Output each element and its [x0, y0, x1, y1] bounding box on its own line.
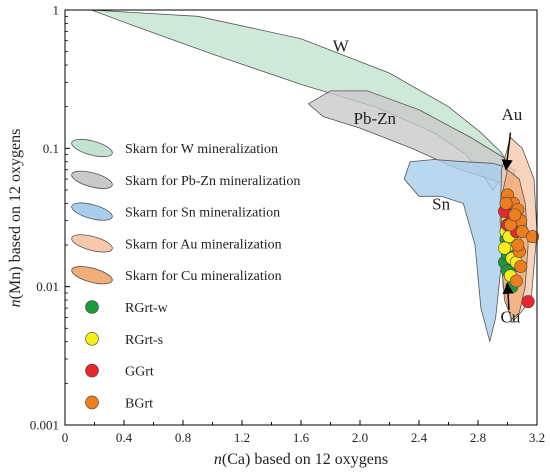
arrow-au — [501, 132, 513, 171]
arrow-cu — [502, 282, 514, 310]
axes-layer: 0 0.4 0.8 1.2 1.6 2.0 2.4 2.8 3.2 1 0.1 0.01 0.001 — [30, 3, 545, 446]
x-axis-title-rest: (Ca) based on 12 oxygens — [222, 451, 388, 468]
region-label-cu: Cu — [501, 308, 521, 327]
region-label-sn: Sn — [432, 195, 450, 214]
x-tick-label-2: 0.8 — [175, 430, 191, 445]
x-tick-label-1: 0.4 — [116, 430, 133, 445]
x-axis-title: n(Ca) based on 12 oxygens — [214, 451, 388, 468]
y-axis-title: n(Mn) based on 12 oxygens — [7, 129, 24, 308]
point-bgrt-6 — [514, 259, 528, 273]
legend-swatch-skarn-for-w-mineralization — [71, 138, 113, 158]
point-ggrt-3 — [521, 295, 535, 309]
legend-swatch-skarn-for-sn-mineralization — [71, 202, 113, 221]
point-bgrt-9 — [508, 208, 522, 222]
legend-label-skarn-for-pb-zn-mineralization: Skarn for Pb-Zn mineralization — [125, 174, 300, 189]
x-axis-title-italic: n — [214, 451, 222, 468]
x-tick-label-3: 1.2 — [234, 430, 250, 445]
region-label-w: W — [333, 37, 350, 56]
y-tick-label-3: 0.001 — [30, 418, 59, 433]
point-rgrt-s-5 — [498, 241, 512, 255]
region-label-pb-zn: Pb-Zn — [354, 109, 397, 128]
x-tick-label-5: 2.0 — [352, 430, 368, 445]
y-tick-label-2: 0.01 — [36, 279, 59, 294]
legend-marker-ggrt — [85, 363, 99, 378]
arrows-layer — [501, 132, 514, 310]
legend-swatch-skarn-for-cu-mineralization — [71, 266, 113, 285]
y-axis-title-italic: n — [7, 299, 24, 307]
legend: Skarn for W mineralization Skarn for Pb-Z… — [71, 138, 300, 411]
legend-swatch-skarn-for-au-mineralization — [71, 234, 113, 253]
x-tick-label-6: 2.4 — [411, 430, 428, 445]
x-tick-label-0: 0 — [62, 430, 69, 445]
x-tick-label-4: 1.6 — [293, 430, 310, 445]
legend-label-ggrt: GGrt — [125, 365, 154, 380]
legend-label-skarn-for-cu-mineralization: Skarn for Cu mineralization — [125, 269, 282, 284]
legend-marker-rgrt-s — [85, 331, 99, 346]
legend-label-skarn-for-w-mineralization: Skarn for W mineralization — [125, 142, 278, 157]
legend-swatch-skarn-for-pb-zn-mineralization — [71, 170, 113, 189]
y-axis-title-rest: (Mn) based on 12 oxygens — [7, 129, 24, 300]
legend-marker-rgrt-w — [85, 300, 99, 314]
legend-label-skarn-for-au-mineralization: Skarn for Au mineralization — [125, 237, 282, 252]
legend-label-rgrt-w: RGrt-w — [125, 301, 169, 316]
points-layer — [498, 188, 540, 309]
region-label-au: Au — [502, 105, 523, 124]
point-bgrt-12 — [511, 238, 525, 252]
point-bgrt-11 — [499, 196, 513, 210]
x-tick-label-7: 2.8 — [470, 430, 486, 445]
y-tick-label-0: 1 — [53, 3, 60, 18]
point-bgrt-7 — [509, 274, 523, 288]
legend-label-rgrt-s: RGrt-s — [125, 333, 163, 348]
point-bgrt-10 — [526, 230, 540, 244]
legend-label-skarn-for-sn-mineralization: Skarn for Sn mineralization — [125, 206, 280, 221]
x-tick-label-8: 3.2 — [529, 430, 545, 445]
region-sn — [403, 159, 516, 342]
legend-marker-bgrt — [85, 395, 99, 410]
y-tick-label-1: 0.1 — [43, 141, 59, 156]
legend-label-bgrt: BGrt — [125, 396, 153, 411]
